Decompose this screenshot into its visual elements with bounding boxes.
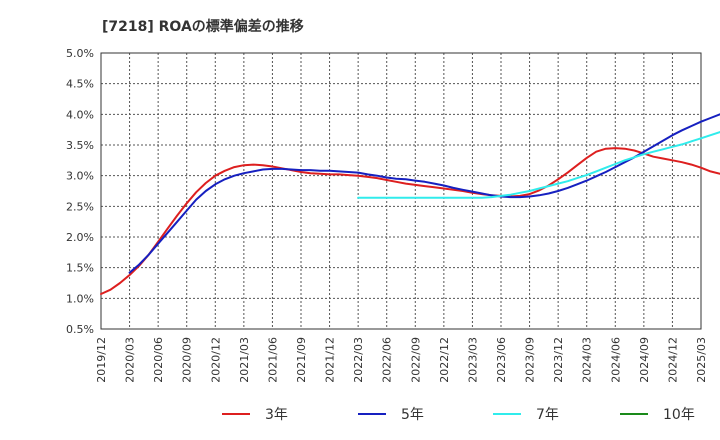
series-line-3年	[100, 147, 720, 295]
legend: 3年 5年 7年 10年	[222, 407, 695, 423]
y-tick-label: 5.0%	[66, 47, 94, 60]
y-tick-label: 4.5%	[66, 78, 94, 91]
x-axis-ticks: 2019/12 2020/03 2020/06 2020/09 2020/12 2021/…	[95, 337, 708, 383]
series-line-7年	[357, 131, 720, 199]
x-tick-label: 2020/12	[209, 337, 222, 383]
legend-label: 7年	[536, 407, 559, 423]
chart-title: [7218] ROAの標準偏差の推移	[102, 18, 304, 35]
x-tick-label: 2025/03	[695, 337, 708, 383]
x-tick-label: 2020/09	[181, 337, 194, 383]
x-tick-label: 2023/03	[466, 337, 479, 383]
x-tick-label: 2024/06	[609, 337, 622, 383]
y-tick-label: 3.0%	[66, 170, 94, 183]
x-tick-label: 2023/09	[524, 337, 537, 383]
legend-label: 5年	[401, 407, 424, 423]
grid-lines	[100, 52, 702, 330]
x-tick-label: 2024/09	[638, 337, 651, 383]
x-tick-label: 2024/03	[581, 337, 594, 383]
y-tick-label: 2.0%	[66, 231, 94, 244]
x-tick-label: 2020/06	[152, 337, 165, 383]
x-tick-label: 2022/03	[352, 337, 365, 383]
x-tick-label: 2024/12	[666, 337, 679, 383]
y-tick-label: 3.5%	[66, 139, 94, 152]
legend-label: 3年	[265, 407, 288, 423]
y-tick-label: 0.5%	[66, 323, 94, 336]
x-tick-label: 2021/12	[324, 337, 337, 383]
x-tick-label: 2020/03	[124, 337, 137, 383]
series-lines	[100, 113, 720, 295]
x-tick-label: 2022/12	[438, 337, 451, 383]
legend-label: 10年	[663, 407, 695, 423]
x-tick-label: 2021/09	[295, 337, 308, 383]
x-tick-label: 2021/03	[238, 337, 251, 383]
plot-area	[100, 52, 702, 330]
x-tick-label: 2022/06	[381, 337, 394, 383]
y-tick-label: 2.5%	[66, 200, 94, 213]
x-tick-label: 2023/12	[552, 337, 565, 383]
y-axis-ticks: 0.5% 1.0% 1.5% 2.0% 2.5% 3.0% 3.5% 4.0% 4.5% 5.0%	[66, 47, 94, 336]
x-tick-label: 2019/12	[95, 337, 108, 383]
x-tick-label: 2022/09	[409, 337, 422, 383]
y-tick-label: 4.0%	[66, 108, 94, 121]
series-line-5年	[128, 113, 720, 274]
y-tick-label: 1.0%	[66, 292, 94, 305]
x-tick-label: 2023/06	[495, 337, 508, 383]
x-tick-label: 2021/06	[266, 337, 279, 383]
y-tick-label: 1.5%	[66, 262, 94, 275]
